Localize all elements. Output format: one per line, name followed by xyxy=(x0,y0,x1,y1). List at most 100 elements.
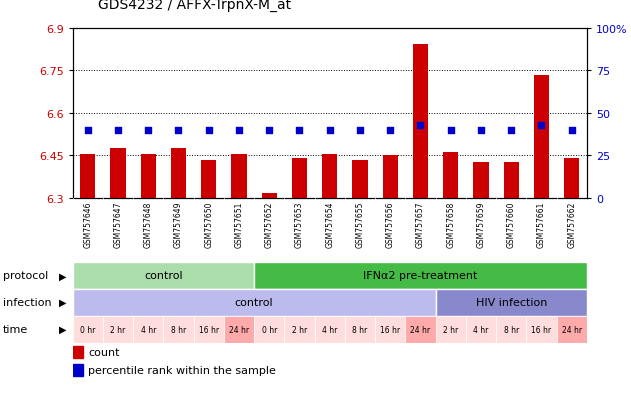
Text: 4 hr: 4 hr xyxy=(322,325,338,334)
Text: infection: infection xyxy=(3,297,52,308)
Text: GSM757646: GSM757646 xyxy=(83,202,92,248)
Text: percentile rank within the sample: percentile rank within the sample xyxy=(88,365,276,375)
Bar xyxy=(413,45,428,198)
Bar xyxy=(496,316,526,343)
Point xyxy=(143,127,153,134)
Bar xyxy=(292,159,307,198)
Bar xyxy=(254,316,285,343)
Bar xyxy=(345,316,375,343)
Point xyxy=(567,127,577,134)
Bar xyxy=(443,153,458,198)
Bar xyxy=(141,154,156,198)
Bar xyxy=(315,316,345,343)
Bar xyxy=(224,316,254,343)
Text: GSM757659: GSM757659 xyxy=(476,202,485,248)
Bar xyxy=(504,163,519,198)
Text: ▶: ▶ xyxy=(59,271,66,281)
Text: GSM757656: GSM757656 xyxy=(386,202,395,248)
Point xyxy=(264,127,274,134)
Text: 4 hr: 4 hr xyxy=(141,325,156,334)
Text: GSM757658: GSM757658 xyxy=(446,202,455,248)
Bar xyxy=(73,262,254,289)
Bar xyxy=(262,194,277,198)
Point xyxy=(295,127,305,134)
Text: 16 hr: 16 hr xyxy=(531,325,551,334)
Text: GSM757657: GSM757657 xyxy=(416,202,425,248)
Point xyxy=(83,127,93,134)
Point xyxy=(355,127,365,134)
Text: protocol: protocol xyxy=(3,271,49,281)
Text: 2 hr: 2 hr xyxy=(443,325,458,334)
Bar xyxy=(557,316,587,343)
Text: GSM757651: GSM757651 xyxy=(235,202,244,248)
Text: GSM757661: GSM757661 xyxy=(537,202,546,248)
Text: 8 hr: 8 hr xyxy=(171,325,186,334)
Bar xyxy=(352,160,367,198)
Bar xyxy=(73,364,83,376)
Text: GSM757650: GSM757650 xyxy=(204,202,213,248)
Bar xyxy=(405,316,435,343)
Bar xyxy=(534,76,549,198)
Text: 24 hr: 24 hr xyxy=(562,325,582,334)
Text: 8 hr: 8 hr xyxy=(352,325,368,334)
Text: GSM757662: GSM757662 xyxy=(567,202,576,248)
Text: control: control xyxy=(235,297,273,308)
Bar xyxy=(375,316,405,343)
Bar xyxy=(564,159,579,198)
Bar xyxy=(285,316,315,343)
Point xyxy=(415,122,425,129)
Bar xyxy=(473,163,488,198)
Bar xyxy=(103,316,133,343)
Text: ▶: ▶ xyxy=(59,297,66,308)
Point xyxy=(385,127,395,134)
Bar xyxy=(163,316,194,343)
Point xyxy=(536,122,546,129)
Point xyxy=(476,127,486,134)
Bar xyxy=(435,289,587,316)
Point xyxy=(445,127,456,134)
Point xyxy=(113,127,123,134)
Text: count: count xyxy=(88,348,119,358)
Bar xyxy=(232,154,247,198)
Bar xyxy=(466,316,496,343)
Bar xyxy=(254,262,587,289)
Bar xyxy=(73,316,103,343)
Point xyxy=(204,127,214,134)
Text: 24 hr: 24 hr xyxy=(229,325,249,334)
Text: 16 hr: 16 hr xyxy=(199,325,219,334)
Text: ▶: ▶ xyxy=(59,324,66,335)
Text: GSM757647: GSM757647 xyxy=(114,202,122,248)
Text: HIV infection: HIV infection xyxy=(476,297,547,308)
Text: 0 hr: 0 hr xyxy=(80,325,95,334)
Text: control: control xyxy=(144,271,182,281)
Point xyxy=(506,127,516,134)
Bar xyxy=(201,160,216,198)
Text: time: time xyxy=(3,324,28,335)
Bar xyxy=(526,316,557,343)
Bar xyxy=(110,149,126,198)
Bar xyxy=(382,156,398,198)
Text: 4 hr: 4 hr xyxy=(473,325,488,334)
Text: 16 hr: 16 hr xyxy=(380,325,400,334)
Text: 0 hr: 0 hr xyxy=(261,325,277,334)
Text: GSM757652: GSM757652 xyxy=(264,202,274,248)
Bar xyxy=(435,316,466,343)
Text: GSM757655: GSM757655 xyxy=(355,202,365,248)
Text: 24 hr: 24 hr xyxy=(410,325,430,334)
Text: IFNα2 pre-treatment: IFNα2 pre-treatment xyxy=(363,271,478,281)
Text: GSM757660: GSM757660 xyxy=(507,202,516,248)
Point xyxy=(325,127,335,134)
Bar xyxy=(133,316,163,343)
Bar xyxy=(171,149,186,198)
Text: 8 hr: 8 hr xyxy=(504,325,519,334)
Text: 2 hr: 2 hr xyxy=(110,325,126,334)
Text: GSM757653: GSM757653 xyxy=(295,202,304,248)
Text: GSM757654: GSM757654 xyxy=(325,202,334,248)
Bar xyxy=(73,346,83,358)
Text: GDS4232 / AFFX-TrpnX-M_at: GDS4232 / AFFX-TrpnX-M_at xyxy=(98,0,291,12)
Point xyxy=(174,127,184,134)
Text: GSM757648: GSM757648 xyxy=(144,202,153,248)
Point xyxy=(234,127,244,134)
Bar xyxy=(73,289,435,316)
Text: GSM757649: GSM757649 xyxy=(174,202,183,248)
